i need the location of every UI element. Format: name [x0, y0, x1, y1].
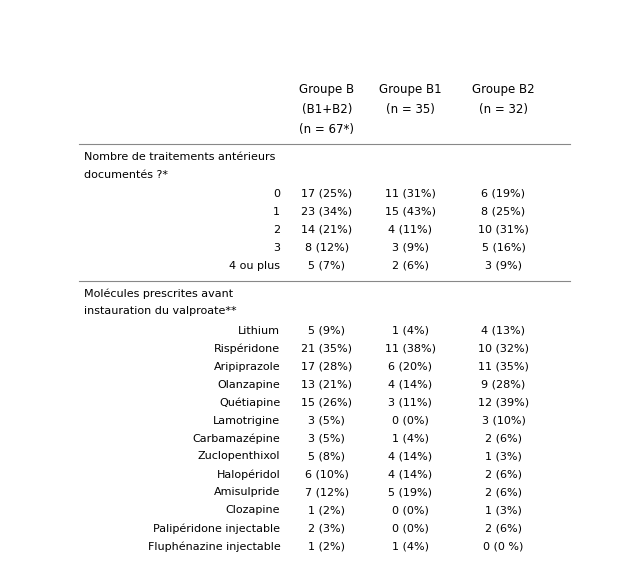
Text: 4 (14%): 4 (14%) [388, 452, 432, 461]
Text: 5 (9%): 5 (9%) [308, 326, 346, 336]
Text: 4 (14%): 4 (14%) [388, 470, 432, 479]
Text: 4 ou plus: 4 ou plus [229, 261, 280, 271]
Text: Palipéridone injectable: Palipéridone injectable [153, 523, 280, 534]
Text: 4 (14%): 4 (14%) [388, 379, 432, 390]
Text: 5 (16%): 5 (16%) [482, 243, 525, 253]
Text: 5 (8%): 5 (8%) [308, 452, 346, 461]
Text: 17 (25%): 17 (25%) [301, 189, 353, 199]
Text: 12 (39%): 12 (39%) [478, 397, 529, 408]
Text: Nombre de traitements antérieurs: Nombre de traitements antérieurs [84, 151, 275, 162]
Text: 11 (38%): 11 (38%) [385, 344, 436, 354]
Text: 3: 3 [273, 243, 280, 253]
Text: 2 (6%): 2 (6%) [392, 261, 429, 271]
Text: 1 (2%): 1 (2%) [308, 505, 346, 515]
Text: 14 (21%): 14 (21%) [301, 225, 353, 235]
Text: 2 (3%): 2 (3%) [308, 523, 346, 533]
Text: 11 (35%): 11 (35%) [478, 361, 529, 372]
Text: 3 (9%): 3 (9%) [392, 243, 429, 253]
Text: 2 (6%): 2 (6%) [485, 434, 522, 444]
Text: 1: 1 [273, 207, 280, 217]
Text: Amisulpride: Amisulpride [214, 487, 280, 497]
Text: Groupe B: Groupe B [299, 83, 354, 96]
Text: 6 (10%): 6 (10%) [305, 470, 349, 479]
Text: 8 (12%): 8 (12%) [305, 243, 349, 253]
Text: 4 (11%): 4 (11%) [388, 225, 432, 235]
Text: instauration du valproate**: instauration du valproate** [84, 306, 237, 316]
Text: Quétiapine: Quétiapine [219, 397, 280, 408]
Text: 6 (19%): 6 (19%) [482, 189, 525, 199]
Text: 2 (6%): 2 (6%) [485, 470, 522, 479]
Text: 2: 2 [273, 225, 280, 235]
Text: (n = 35): (n = 35) [386, 103, 435, 116]
Text: Molécules prescrites avant: Molécules prescrites avant [84, 289, 233, 299]
Text: 1 (4%): 1 (4%) [392, 326, 429, 336]
Text: 11 (31%): 11 (31%) [385, 189, 436, 199]
Text: 23 (34%): 23 (34%) [301, 207, 353, 217]
Text: 15 (26%): 15 (26%) [301, 397, 353, 408]
Text: 5 (19%): 5 (19%) [388, 487, 432, 497]
Text: 3 (10%): 3 (10%) [482, 415, 525, 426]
Text: 3 (9%): 3 (9%) [485, 261, 522, 271]
Text: 13 (21%): 13 (21%) [301, 379, 353, 390]
Text: 9 (28%): 9 (28%) [481, 379, 525, 390]
Text: 7 (12%): 7 (12%) [305, 487, 349, 497]
Text: 2 (6%): 2 (6%) [485, 487, 522, 497]
Text: 3 (5%): 3 (5%) [308, 434, 346, 444]
Text: 3 (5%): 3 (5%) [308, 415, 346, 426]
Text: 15 (43%): 15 (43%) [385, 207, 436, 217]
Text: 17 (28%): 17 (28%) [301, 361, 353, 372]
Text: (n = 67*): (n = 67*) [299, 123, 354, 136]
Text: 5 (7%): 5 (7%) [308, 261, 346, 271]
Text: Lithium: Lithium [238, 326, 280, 336]
Text: Aripiprazole: Aripiprazole [213, 361, 280, 372]
Text: 1 (4%): 1 (4%) [392, 541, 429, 551]
Text: 0: 0 [273, 189, 280, 199]
Text: 1 (3%): 1 (3%) [485, 452, 522, 461]
Text: Lamotrigine: Lamotrigine [213, 415, 280, 426]
Text: Rispéridone: Rispéridone [214, 344, 280, 354]
Text: Fluphénazine injectable: Fluphénazine injectable [147, 541, 280, 552]
Text: 2 (6%): 2 (6%) [485, 523, 522, 533]
Text: Groupe B2: Groupe B2 [472, 83, 535, 96]
Text: 1 (3%): 1 (3%) [485, 505, 522, 515]
Text: Halopéridol: Halopéridol [216, 470, 280, 480]
Text: (n = 32): (n = 32) [479, 103, 528, 116]
Text: 0 (0 %): 0 (0 %) [483, 541, 523, 551]
Text: 3 (11%): 3 (11%) [388, 397, 432, 408]
Text: 1 (4%): 1 (4%) [392, 434, 429, 444]
Text: (B1+B2): (B1+B2) [302, 103, 352, 116]
Text: 8 (25%): 8 (25%) [482, 207, 525, 217]
Text: 1 (2%): 1 (2%) [308, 541, 346, 551]
Text: Carbamazépine: Carbamazépine [192, 434, 280, 444]
Text: 21 (35%): 21 (35%) [301, 344, 353, 354]
Text: documentés ?*: documentés ?* [84, 169, 168, 180]
Text: Groupe B1: Groupe B1 [379, 83, 442, 96]
Text: 10 (31%): 10 (31%) [478, 225, 529, 235]
Text: Olanzapine: Olanzapine [218, 379, 280, 390]
Text: 6 (20%): 6 (20%) [388, 361, 432, 372]
Text: 0 (0%): 0 (0%) [392, 523, 429, 533]
Text: 10 (32%): 10 (32%) [478, 344, 529, 354]
Text: Zuclopenthixol: Zuclopenthixol [197, 452, 280, 461]
Text: Clozapine: Clozapine [226, 505, 280, 515]
Text: 0 (0%): 0 (0%) [392, 505, 429, 515]
Text: 4 (13%): 4 (13%) [482, 326, 525, 336]
Text: 0 (0%): 0 (0%) [392, 415, 429, 426]
